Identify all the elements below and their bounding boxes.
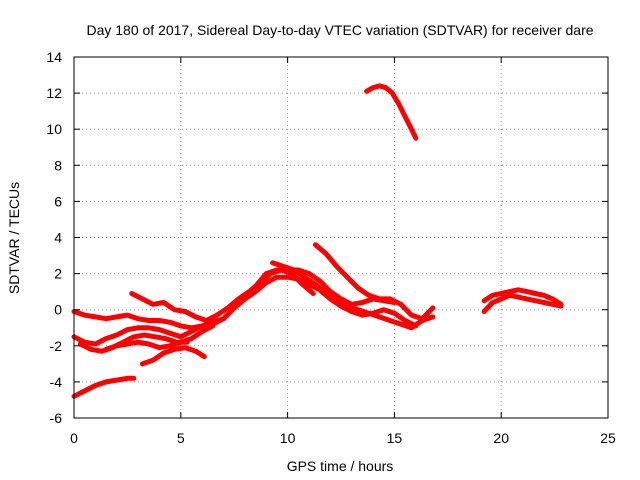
x-tick-label: 25 <box>600 430 616 446</box>
y-axis-ticks: -6 -4 -2 0 2 4 6 8 10 12 14 <box>46 49 608 426</box>
data-traces <box>71 83 564 399</box>
y-tick-label: 6 <box>54 193 62 209</box>
x-tick-label: 15 <box>387 430 403 446</box>
y-tick-label: -2 <box>50 338 63 354</box>
series-arc-6 <box>139 345 207 367</box>
series-arc-1 <box>71 375 137 399</box>
y-tick-label: -6 <box>50 410 63 426</box>
series-arc-5 <box>103 323 216 352</box>
y-tick-label: 2 <box>54 266 62 282</box>
y-tick-label: 10 <box>46 121 62 137</box>
x-tick-label: 10 <box>280 430 296 446</box>
x-tick-label: 5 <box>177 430 185 446</box>
series-arc-14 <box>481 292 564 314</box>
y-axis-label: SDTVAR / TECUs <box>6 182 22 294</box>
chart-title: Day 180 of 2017, Sidereal Day-to-day VTE… <box>86 22 593 38</box>
series-arc-13 <box>481 287 564 307</box>
series-arc-3 <box>71 323 205 347</box>
series-arc-11 <box>312 242 436 322</box>
series-arc-4 <box>77 332 190 354</box>
y-tick-label: 14 <box>46 49 62 65</box>
x-axis-label: GPS time / hours <box>287 458 394 474</box>
x-tick-label: 20 <box>493 430 509 446</box>
y-tick-label: 4 <box>54 230 62 246</box>
series-arc-12 <box>364 83 419 141</box>
y-tick-label: -4 <box>50 374 63 390</box>
x-tick-label: 0 <box>70 430 78 446</box>
y-tick-label: 8 <box>54 157 62 173</box>
series-arc-8 <box>210 274 419 329</box>
grid <box>74 57 608 418</box>
y-tick-label: 0 <box>54 302 62 318</box>
series-arc-9 <box>253 267 397 307</box>
series-arc-10 <box>270 260 436 331</box>
y-tick-label: 12 <box>46 85 62 101</box>
x-axis-ticks: 0 5 10 15 20 25 <box>70 57 616 446</box>
